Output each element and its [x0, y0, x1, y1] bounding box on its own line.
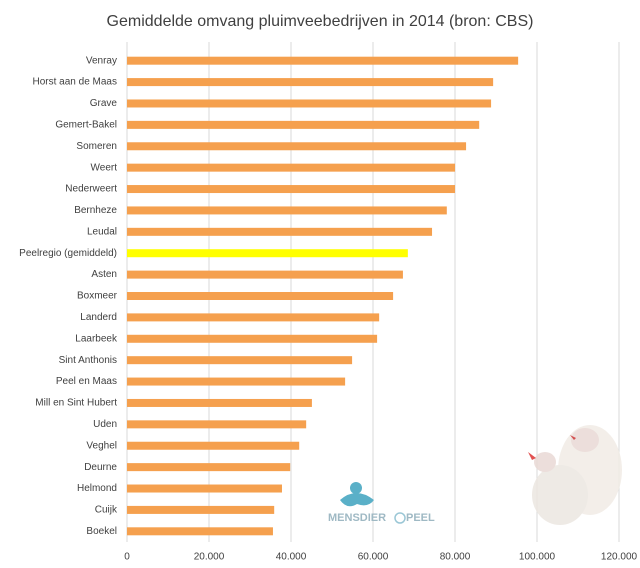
bar [127, 120, 480, 129]
plot: 0 20.000 40.000 60.000 80.000 100.000 120.000 V… [19, 42, 638, 563]
logo: MENSDIER PEEL [328, 482, 435, 524]
logo-text: MENSDIER [328, 512, 386, 524]
bar [127, 313, 380, 322]
x-tick-label: 20.000 [194, 552, 225, 563]
bar [127, 206, 447, 215]
y-tick-label: Cuijk [95, 505, 118, 516]
bar [127, 420, 307, 429]
y-tick-label: Sint Anthonis [59, 355, 117, 366]
x-tick-label: 80.000 [440, 552, 471, 563]
bar [127, 142, 467, 151]
bar [127, 527, 273, 536]
y-tick-label: Bernheze [74, 205, 117, 216]
chicken-illustration [528, 425, 622, 525]
x-tick-label: 100.000 [519, 552, 556, 563]
y-tick-label: Grave [90, 98, 118, 109]
x-tick-label: 40.000 [276, 552, 307, 563]
y-tick-label: Uden [93, 419, 117, 430]
y-tick-label: Veghel [86, 440, 117, 451]
bar [127, 270, 403, 279]
y-tick-label: Landerd [80, 312, 117, 323]
bar [127, 505, 275, 514]
bar [127, 463, 291, 472]
bar [127, 398, 312, 407]
y-tick-label: Leudal [87, 226, 117, 237]
y-tick-label: Venray [86, 55, 117, 66]
y-tick-label: Weert [91, 162, 118, 173]
y-tick-label: Boekel [86, 526, 117, 537]
y-tick-label: Peel en Maas [56, 376, 117, 387]
bar [127, 441, 300, 450]
y-tick-label: Someren [76, 141, 117, 152]
y-tick-label: Deurne [84, 462, 117, 473]
bar [127, 78, 494, 87]
logo-text: PEEL [406, 512, 435, 524]
y-tick-label: Nederweert [65, 184, 117, 195]
bar [127, 99, 492, 108]
bar [127, 249, 408, 258]
x-tick-label: 120.000 [601, 552, 638, 563]
y-tick-label: Peelregio (gemiddeld) [19, 248, 117, 259]
chart-title: Gemiddelde omvang pluimveebedrijven in 2… [107, 13, 534, 30]
bar [127, 377, 346, 386]
x-tick-label: 0 [124, 552, 130, 563]
bar [127, 227, 433, 236]
y-tick-label: Helmond [77, 483, 117, 494]
y-tick-label: Laarbeek [75, 333, 118, 344]
x-tick-label: 60.000 [358, 552, 389, 563]
bar [127, 334, 378, 343]
y-tick-label: Boxmeer [77, 291, 118, 302]
y-tick-label: Horst aan de Maas [33, 77, 118, 88]
y-tick-label: Mill en Sint Hubert [35, 398, 117, 409]
bar [127, 185, 455, 194]
bar [127, 292, 394, 300]
bar [127, 356, 353, 365]
bar [127, 56, 519, 65]
y-tick-label: Asten [91, 269, 117, 280]
bar [127, 484, 282, 493]
bar [127, 163, 455, 172]
y-tick-label: Gemert-Bakel [55, 120, 117, 131]
